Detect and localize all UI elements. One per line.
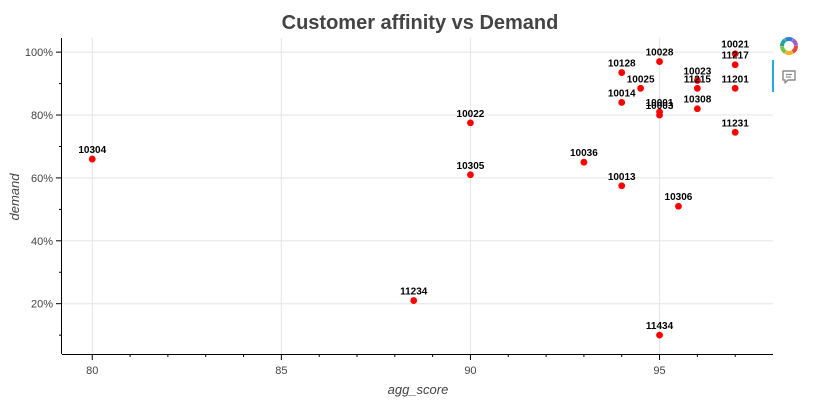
hover-tool-icon[interactable] <box>779 67 799 87</box>
y-axis-label: demand <box>7 173 22 221</box>
x-tick-label: 80 <box>86 365 98 377</box>
y-tick-label: 60% <box>31 173 53 185</box>
x-axis-label: agg_score <box>388 382 449 397</box>
x-tick-label: 95 <box>653 365 665 377</box>
point-label: 11215 <box>684 74 712 85</box>
bokeh-logo-icon[interactable] <box>779 36 799 56</box>
data-points <box>88 50 739 339</box>
chart-toolbar <box>772 34 806 94</box>
point-label: 10003 <box>646 101 674 112</box>
point-label: 10025 <box>627 74 655 85</box>
data-point <box>675 202 682 210</box>
point-label: 10013 <box>608 172 636 183</box>
data-point <box>410 297 418 304</box>
point-label: 11201 <box>722 74 750 85</box>
point-label: 11434 <box>646 321 674 332</box>
point-label: 10021 <box>721 40 749 51</box>
data-point <box>637 84 645 92</box>
data-point <box>731 84 739 92</box>
data-point <box>731 50 739 58</box>
grid-lines <box>62 38 773 354</box>
chart-title: Customer affinity vs Demand <box>282 12 559 34</box>
point-label: 10305 <box>457 161 485 172</box>
data-point <box>693 84 701 92</box>
y-tick-label: 100% <box>25 47 53 59</box>
point-label: 10028 <box>646 48 674 59</box>
active-tool-indicator <box>772 60 774 92</box>
data-point <box>88 155 96 163</box>
point-label: 10014 <box>608 88 636 99</box>
data-point <box>656 58 663 65</box>
point-label: 10022 <box>457 109 485 120</box>
data-point <box>693 77 701 84</box>
point-label: 10128 <box>608 59 636 70</box>
point-label: 11231 <box>722 118 750 129</box>
data-point <box>580 158 588 166</box>
point-label: 10023 <box>683 66 711 77</box>
point-label: 10001 <box>646 98 674 109</box>
data-point <box>731 128 739 136</box>
point-label: 11217 <box>722 51 750 62</box>
data-point <box>467 171 474 179</box>
point-label: 10306 <box>665 192 693 203</box>
point-label: 10308 <box>683 95 711 106</box>
y-tick-label: 80% <box>31 110 53 122</box>
data-point <box>656 331 663 339</box>
point-label: 10036 <box>570 148 598 159</box>
data-point <box>467 119 474 127</box>
data-point <box>693 105 701 113</box>
y-tick-label: 20% <box>31 299 53 311</box>
point-labels: 10304 10022 10305 11234 10036 10013 10014 10128… <box>78 40 749 332</box>
y-tick-label: 40% <box>31 236 53 248</box>
x-tick-label: 90 <box>464 365 476 377</box>
point-label: 10304 <box>78 145 106 156</box>
data-point <box>618 69 626 76</box>
data-point <box>656 111 663 119</box>
data-point <box>618 182 626 190</box>
axes: 80 85 90 95 20% 40% 60% 80% 100% <box>25 38 773 377</box>
data-point <box>618 99 626 106</box>
x-tick-label: 85 <box>275 365 287 377</box>
point-label: 11234 <box>400 287 428 298</box>
data-point <box>731 61 739 69</box>
